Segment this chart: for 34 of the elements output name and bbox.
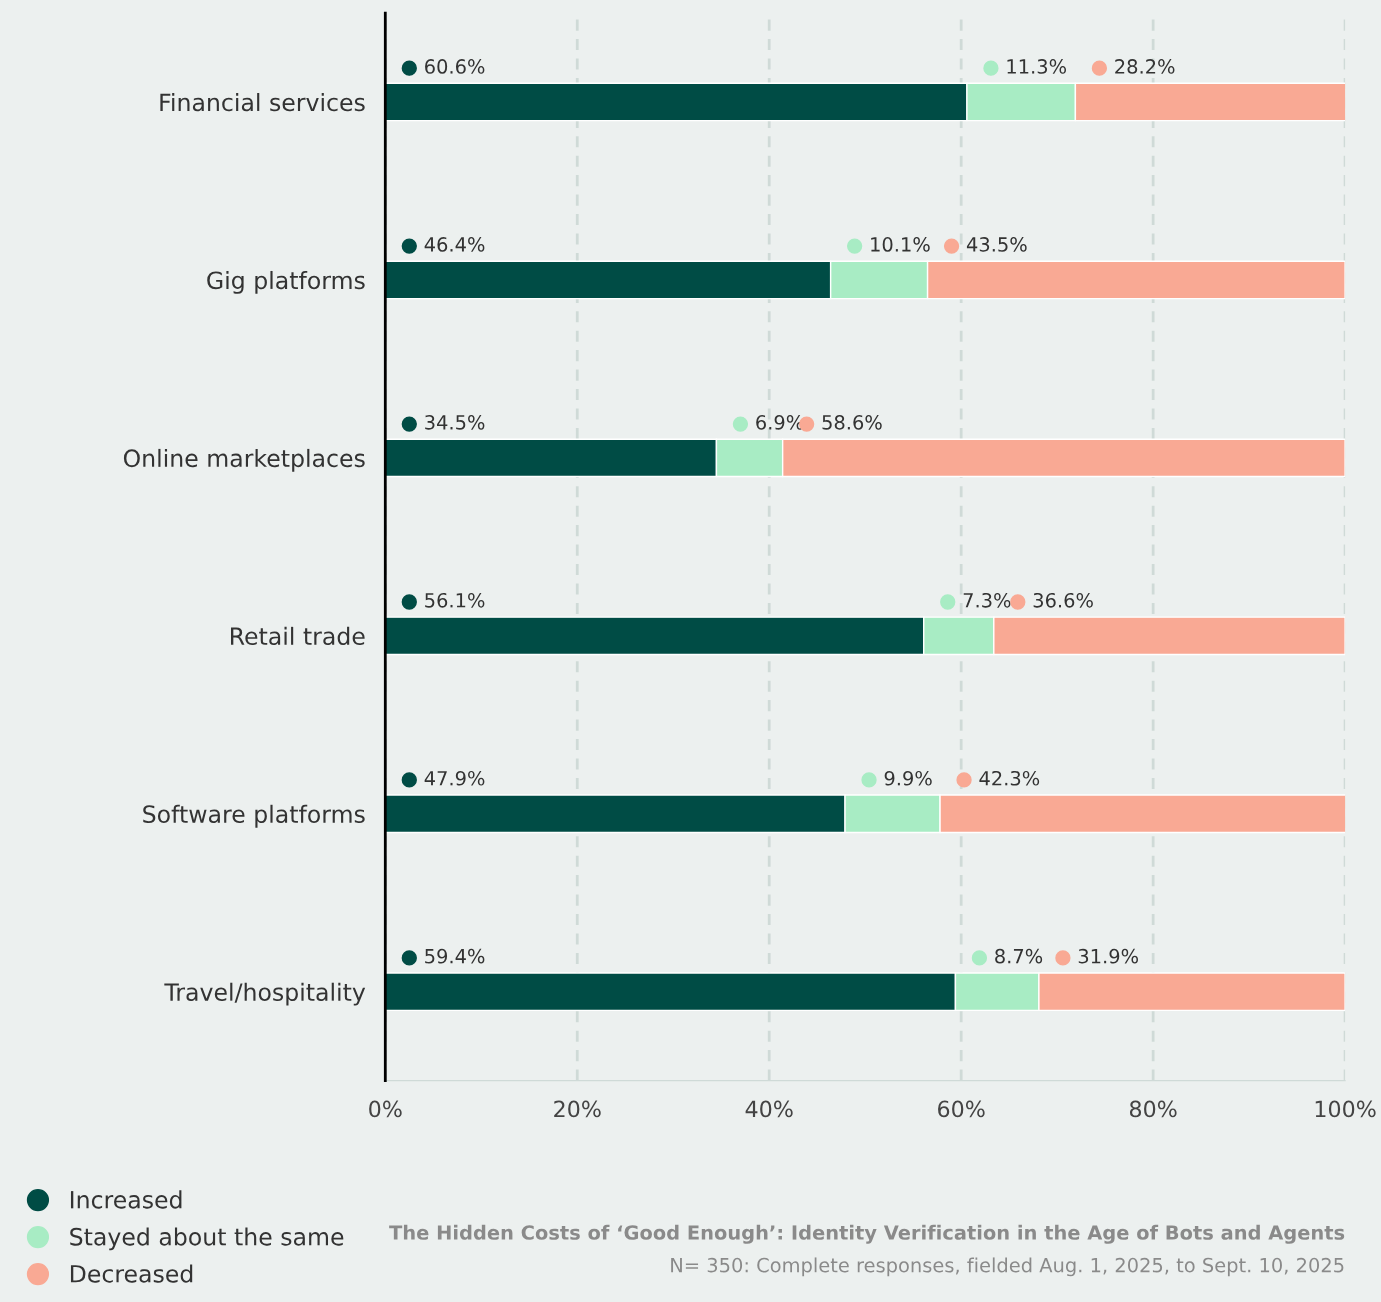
data-label: 42.3% bbox=[979, 770, 1040, 786]
data-label: 36.6% bbox=[1033, 592, 1093, 608]
x-tick-label: 0% bbox=[369, 1100, 402, 1118]
data-label: 28.2% bbox=[1115, 59, 1175, 74]
data-label: 43.5% bbox=[966, 237, 1027, 252]
x-tick-label: 40% bbox=[745, 1100, 793, 1118]
x-tick-label: 80% bbox=[1129, 1100, 1177, 1118]
x-tick-label: 100% bbox=[1315, 1100, 1376, 1118]
data-label: 56.1% bbox=[425, 592, 485, 608]
data-label: 46.4% bbox=[424, 237, 485, 252]
data-label: 31.9% bbox=[1078, 948, 1139, 964]
y-tick-label: Online marketplaces bbox=[123, 448, 365, 472]
data-label: 34.5% bbox=[425, 415, 485, 430]
data-label: 11.3% bbox=[1007, 59, 1067, 74]
y-tick-label: Retail trade bbox=[231, 626, 365, 646]
text: The Hidden Costs of ‘Good Enough’: Identity Verification in the Age of Bots and Agents bbox=[389, 1224, 1345, 1244]
text: N= 350: Complete responses, fielded Aug. 1, 2025, to Sept. 10, 2025 bbox=[671, 1257, 1344, 1277]
data-label: 59.4% bbox=[425, 948, 485, 964]
legend-label: Decreased bbox=[70, 1264, 193, 1283]
data-label: 47.9% bbox=[424, 770, 485, 786]
data-label: 7.3% bbox=[963, 592, 1011, 608]
data-label: 9.9% bbox=[884, 770, 932, 786]
y-tick-label: Financial services bbox=[160, 93, 365, 112]
x-tick-label: 60% bbox=[938, 1100, 985, 1118]
legend-label: Stayed about the same bbox=[70, 1227, 344, 1251]
y-tick-label: Gig platforms bbox=[207, 270, 365, 294]
data-label: 10.1% bbox=[871, 237, 930, 252]
legend-label: Increased bbox=[70, 1190, 182, 1209]
x-tick-label: 20% bbox=[554, 1100, 601, 1118]
data-label: 60.6% bbox=[425, 59, 485, 74]
data-label: 8.7% bbox=[995, 948, 1043, 964]
y-tick-label: Travel/hospitality bbox=[164, 982, 366, 1006]
y-tick-label: Software platforms bbox=[143, 804, 365, 828]
data-label: 58.6% bbox=[822, 415, 882, 430]
